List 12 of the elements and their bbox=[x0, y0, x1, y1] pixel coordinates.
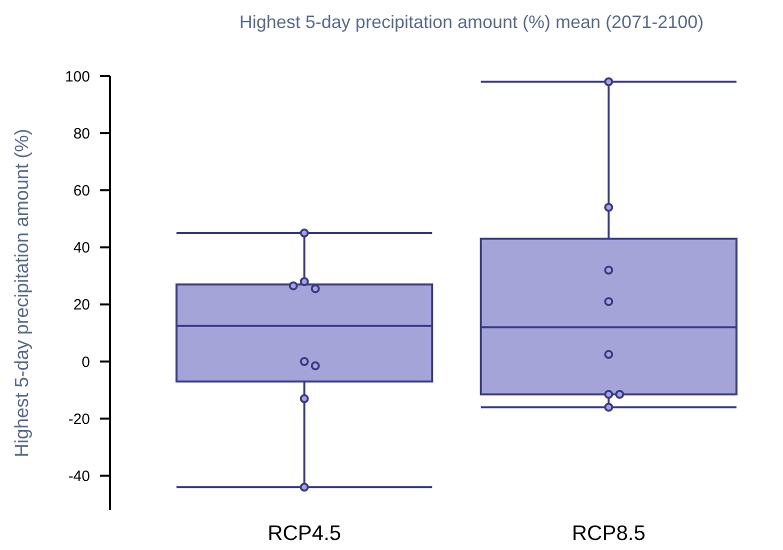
y-tick-label: 20 bbox=[73, 296, 90, 314]
y-tick-label: -40 bbox=[68, 468, 90, 485]
x-tick-label: RCP4.5 bbox=[268, 522, 342, 545]
y-axis-title: Highest 5-day precipitation amount (%) bbox=[12, 128, 33, 458]
chart-title: Highest 5-day precipitation amount (%) mean (2071-2100) bbox=[239, 12, 704, 32]
y-tick-label: 60 bbox=[73, 182, 90, 200]
y-tick-label: 100 bbox=[64, 68, 90, 86]
y-tick-label: 40 bbox=[73, 240, 90, 257]
y-tick-label: 0 bbox=[82, 354, 90, 371]
y-tick-label: 80 bbox=[73, 125, 90, 142]
y-tick-label: -20 bbox=[68, 410, 90, 428]
x-tick-label: RCP8.5 bbox=[572, 522, 646, 545]
